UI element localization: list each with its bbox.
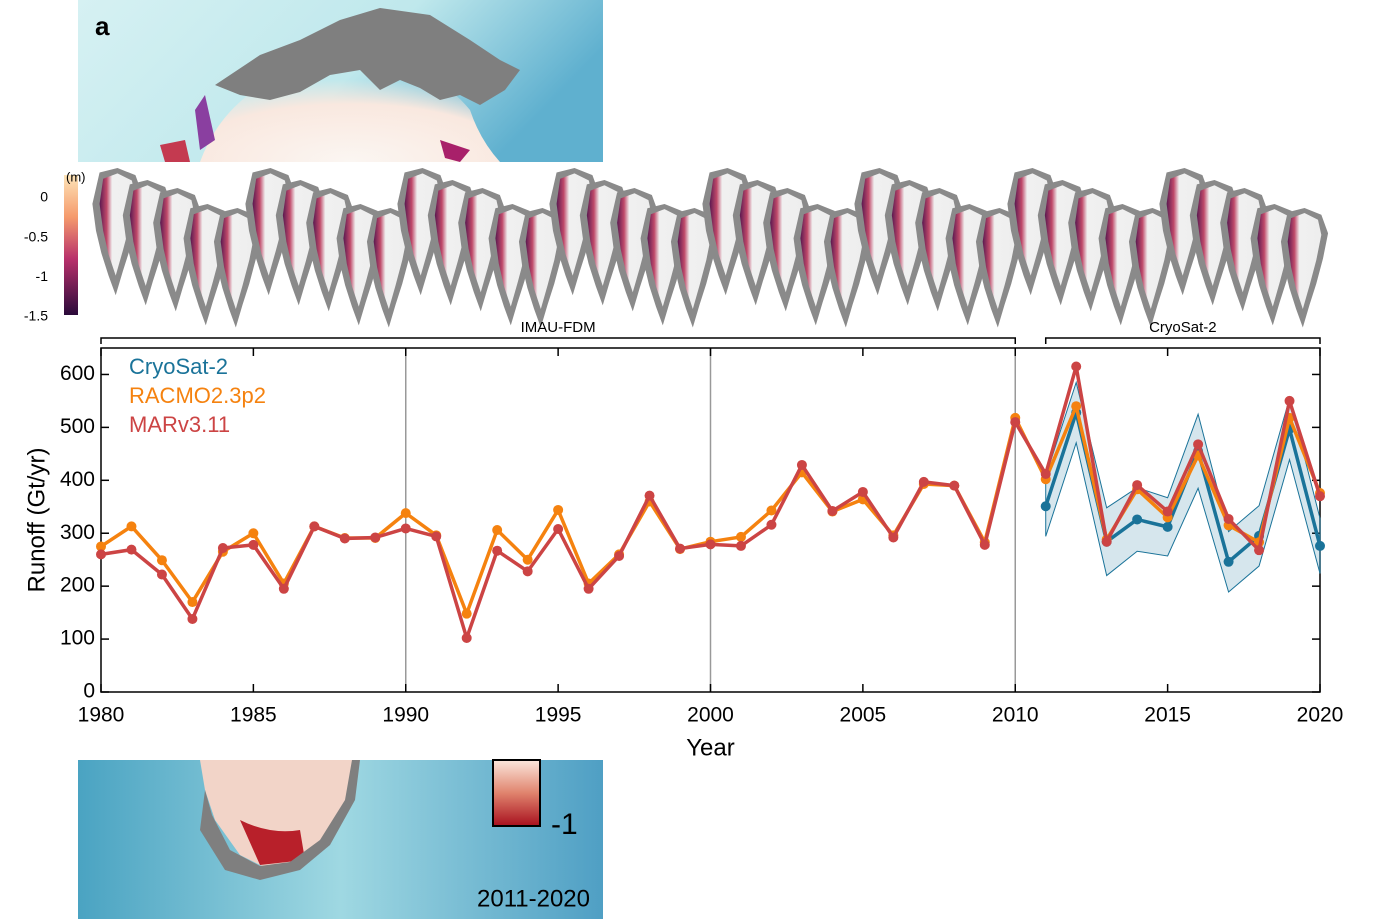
data-point bbox=[462, 609, 472, 619]
bottom-colorbar-tick: -1 bbox=[551, 808, 578, 841]
y-tick-label: 600 bbox=[60, 362, 95, 385]
top-map bbox=[78, 0, 603, 162]
data-point bbox=[1224, 557, 1234, 567]
legend-entry: MARv3.11 bbox=[129, 412, 230, 437]
x-axis-label: Year bbox=[686, 734, 735, 761]
data-point bbox=[187, 614, 197, 624]
data-point bbox=[157, 570, 167, 580]
data-point bbox=[553, 505, 563, 515]
x-tick-label: 2010 bbox=[992, 704, 1039, 727]
data-point bbox=[1071, 362, 1081, 372]
panel-label: a bbox=[95, 11, 110, 41]
y-tick-label: 200 bbox=[60, 574, 95, 597]
data-point bbox=[187, 597, 197, 607]
x-tick-label: 2015 bbox=[1144, 704, 1191, 727]
colorbar-tick-label: -1 bbox=[36, 268, 49, 284]
legend-entry: RACMO2.3p2 bbox=[129, 383, 266, 408]
colorbar-unit: (m) bbox=[66, 169, 86, 184]
data-point bbox=[1315, 541, 1325, 551]
data-point bbox=[1010, 417, 1020, 427]
data-point bbox=[980, 540, 990, 550]
x-tick-label: 1990 bbox=[382, 704, 429, 727]
bracket bbox=[1046, 338, 1320, 344]
x-tick-label: 2005 bbox=[840, 704, 887, 727]
y-tick-label: 300 bbox=[60, 521, 95, 544]
y-tick-label: 400 bbox=[60, 468, 95, 491]
data-point bbox=[96, 549, 106, 559]
data-point bbox=[523, 555, 533, 565]
data-point bbox=[1041, 469, 1051, 479]
data-point bbox=[1224, 514, 1234, 524]
data-point bbox=[1132, 480, 1142, 490]
data-point bbox=[492, 546, 502, 556]
data-point bbox=[1285, 396, 1295, 406]
y-tick-label: 500 bbox=[60, 415, 95, 438]
colorbar-tick-label: 0 bbox=[40, 189, 48, 205]
data-point bbox=[949, 481, 959, 491]
data-point bbox=[888, 532, 898, 542]
data-point bbox=[218, 543, 228, 553]
data-point bbox=[279, 584, 289, 594]
data-point bbox=[919, 477, 929, 487]
data-point bbox=[645, 491, 655, 501]
data-point bbox=[126, 521, 136, 531]
data-point bbox=[1041, 501, 1051, 511]
x-tick-label: 1995 bbox=[535, 704, 582, 727]
data-point bbox=[797, 460, 807, 470]
data-point bbox=[523, 566, 533, 576]
data-point bbox=[584, 584, 594, 594]
bracket-label: IMAU-FDM bbox=[521, 319, 596, 336]
data-point bbox=[492, 525, 502, 535]
data-point bbox=[766, 520, 776, 530]
data-point bbox=[736, 541, 746, 551]
data-point bbox=[126, 545, 136, 555]
data-point bbox=[248, 528, 258, 538]
data-point bbox=[401, 523, 411, 533]
mini-maps bbox=[92, 168, 1328, 327]
data-point bbox=[309, 521, 319, 531]
y-axis-label: Runoff (Gt/yr) bbox=[23, 448, 50, 593]
data-point bbox=[431, 531, 441, 541]
data-point bbox=[1193, 439, 1203, 449]
figure: a -1 2011-2020 (m) 0 100 200 300 400 500 600 19… bbox=[0, 0, 1375, 919]
data-point bbox=[370, 532, 380, 542]
data-point bbox=[766, 505, 776, 515]
data-point bbox=[736, 532, 746, 542]
x-tick-label: 1985 bbox=[230, 704, 277, 727]
data-point bbox=[706, 539, 716, 549]
bracket-label: CryoSat-2 bbox=[1149, 319, 1217, 336]
colorbar bbox=[64, 175, 78, 315]
data-point bbox=[1102, 537, 1112, 547]
data-point bbox=[827, 506, 837, 516]
data-point bbox=[1163, 507, 1173, 517]
data-point bbox=[401, 508, 411, 518]
y-tick-label: 0 bbox=[83, 680, 95, 703]
data-point bbox=[1071, 401, 1081, 411]
bottom-map-period: 2011-2020 bbox=[477, 885, 590, 912]
data-point bbox=[614, 551, 624, 561]
data-point bbox=[553, 524, 563, 534]
data-point bbox=[462, 633, 472, 643]
colorbar-tick-label: -0.5 bbox=[24, 228, 48, 244]
x-tick-label: 1980 bbox=[78, 704, 125, 727]
colorbar-tick-label: -1.5 bbox=[24, 308, 48, 324]
data-point bbox=[248, 540, 258, 550]
data-point bbox=[1132, 514, 1142, 524]
data-point bbox=[1254, 545, 1264, 555]
data-point bbox=[675, 544, 685, 554]
data-point bbox=[1315, 491, 1325, 501]
bracket bbox=[101, 338, 1015, 344]
data-point bbox=[1163, 522, 1173, 532]
data-point bbox=[858, 487, 868, 497]
data-point bbox=[157, 555, 167, 565]
x-tick-label: 2000 bbox=[687, 704, 734, 727]
legend-entry: CryoSat-2 bbox=[129, 354, 228, 379]
x-tick-label: 2020 bbox=[1297, 704, 1344, 727]
y-tick-label: 100 bbox=[60, 627, 95, 650]
data-point bbox=[340, 534, 350, 544]
mini-map bbox=[1281, 208, 1328, 327]
chart: 0 100 200 300 400 500 600 1980 1985 1990 1995 2000 2… bbox=[23, 319, 1343, 761]
